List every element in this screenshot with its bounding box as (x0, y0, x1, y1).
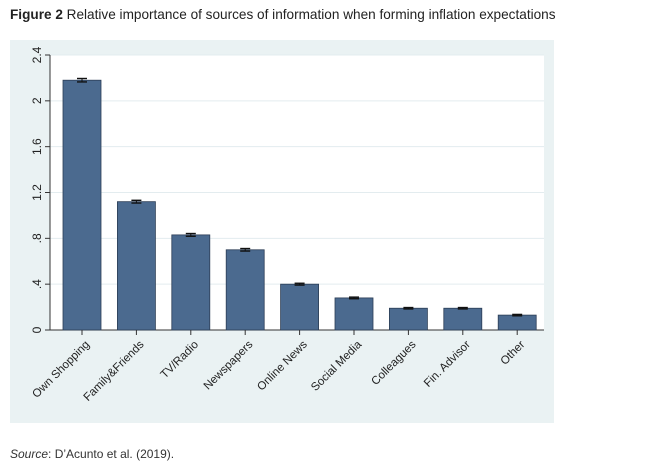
y-tick-label: 2.4 (30, 46, 44, 63)
y-tick-label: 2 (30, 97, 44, 104)
bar (117, 201, 156, 331)
chart-container: 0.4.8 1.2 1.6 2 2.4 Own Shopping Family&Friend… (10, 40, 554, 423)
y-tick-label: 1.6 (30, 138, 44, 155)
bar (62, 79, 102, 331)
bar (225, 249, 265, 331)
y-tick-label: 1.2 (30, 184, 44, 201)
bar (280, 283, 320, 331)
source-label: Source (10, 447, 49, 461)
bar (388, 307, 428, 331)
bar (443, 307, 483, 331)
y-tick-label: .4 (30, 279, 44, 289)
y-tick-label: .8 (30, 233, 44, 243)
bar (334, 297, 374, 331)
figure-label: Figure 2 (10, 7, 63, 22)
figure-title: Figure 2 Relative importance of sources … (10, 7, 556, 22)
y-tick-label: 0 (30, 326, 44, 333)
source-note: Source: D’Acunto et al. (2019). (10, 447, 174, 461)
bar (497, 314, 537, 331)
figure-caption: Relative importance of sources of inform… (66, 7, 556, 22)
bar (171, 234, 211, 331)
source-text: : D’Acunto et al. (2019). (48, 447, 175, 461)
